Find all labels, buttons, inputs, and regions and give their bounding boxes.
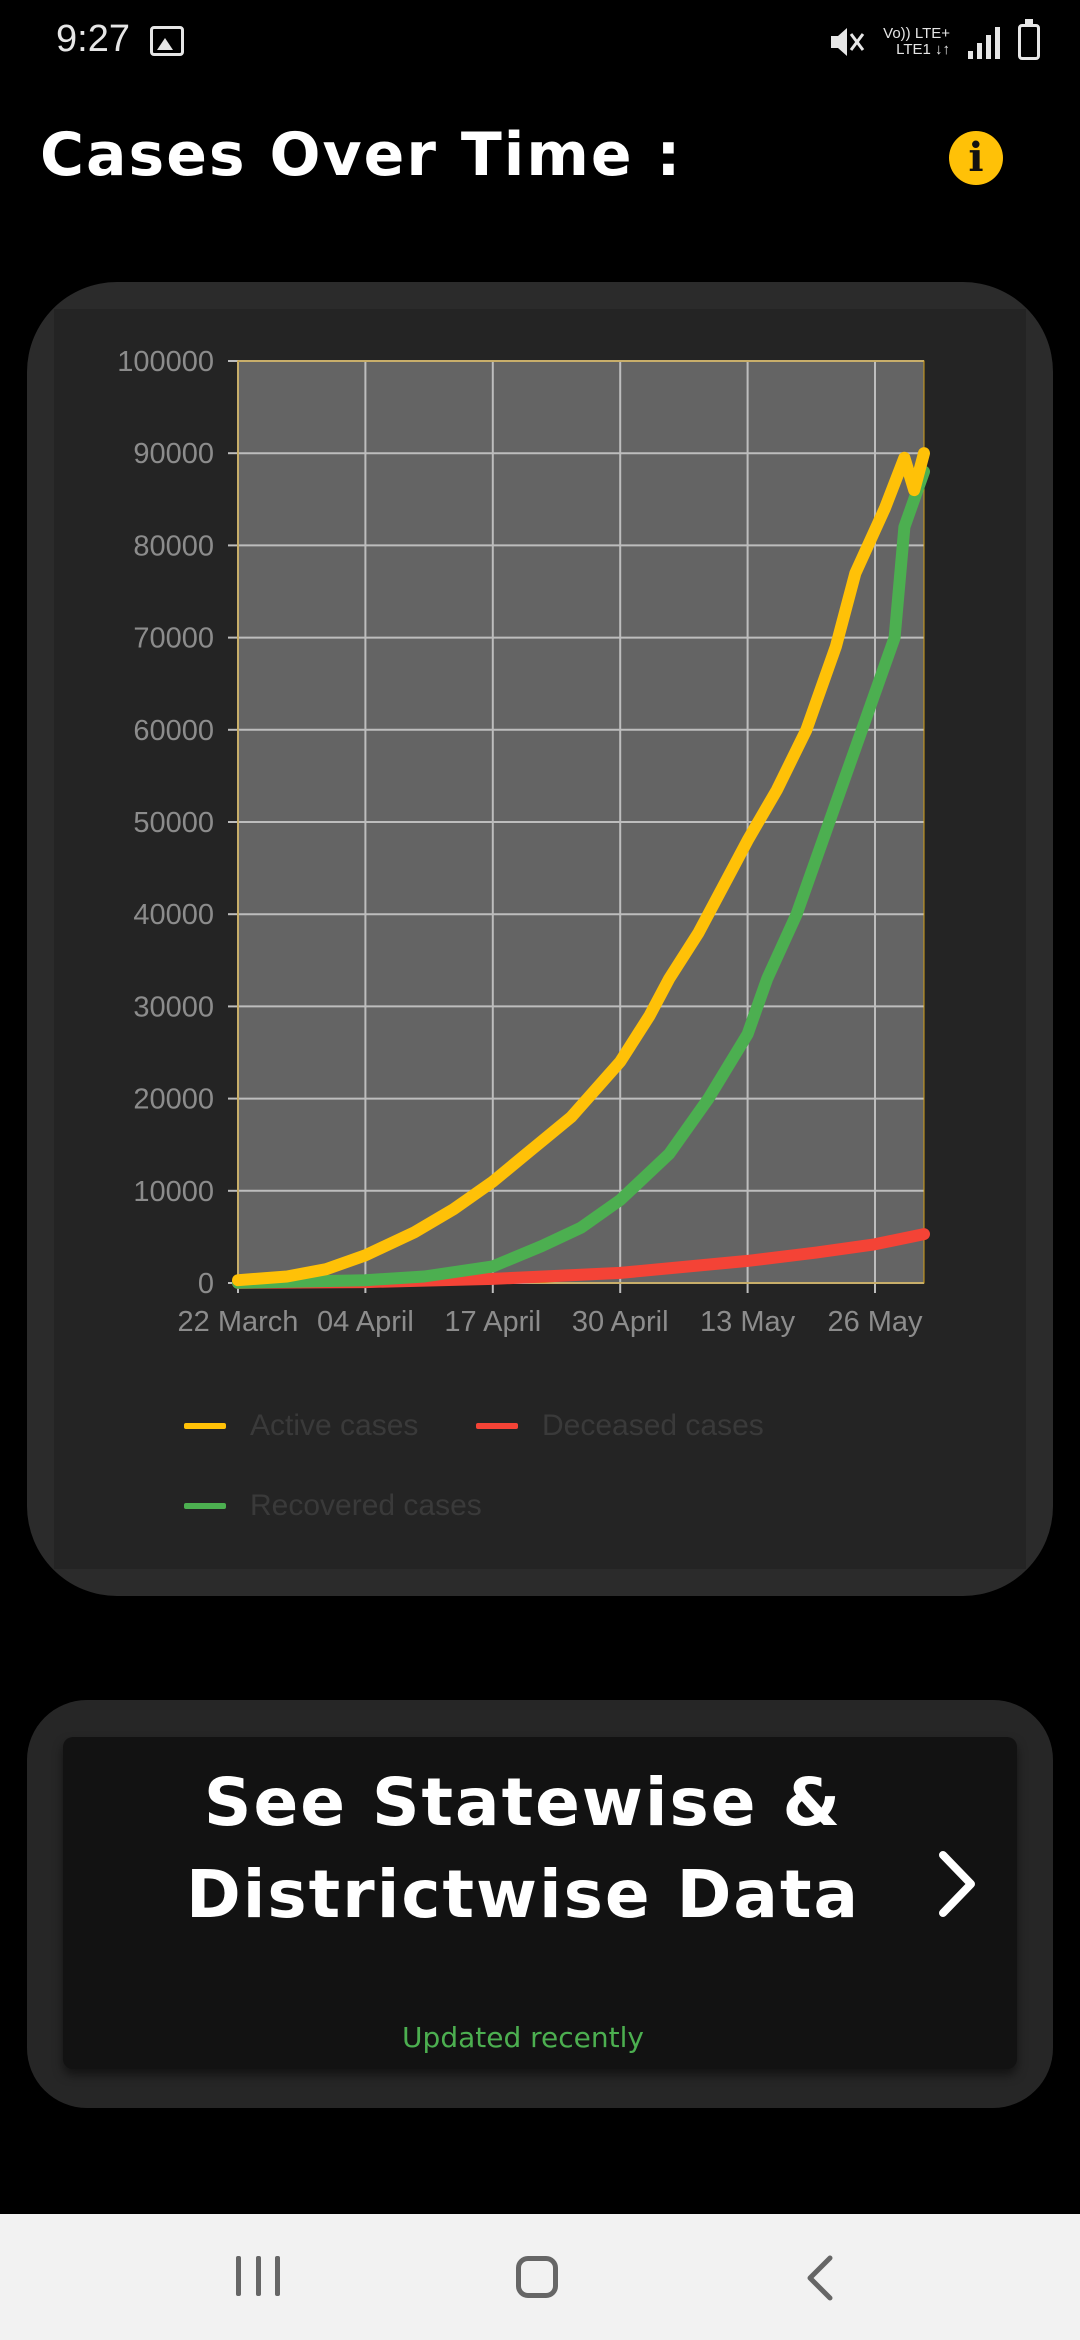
line-chart: 0 10000 20000 30000 40000 50000 60000 70000 8000… [117,346,930,1338]
x-tick-label: 26 May [827,1306,923,1338]
network-indicator: Vo)) LTE+ LTE1 ↓↑ [883,26,950,58]
x-tick-label: 13 May [700,1306,796,1338]
legend-label: Active cases [250,1409,419,1442]
home-icon[interactable] [516,2256,558,2298]
legend-item: Active cases [184,1409,418,1443]
legend-item: Deceased cases [476,1409,764,1443]
y-tick-label: 30000 [133,991,214,1023]
legend-swatch [476,1423,518,1429]
y-tick-label: 80000 [133,530,214,562]
y-tick-label: 0 [198,1268,214,1300]
plot-border [237,360,925,1284]
back-icon[interactable] [800,2254,840,2302]
y-tick-label: 90000 [133,438,214,470]
y-tick-label: 10000 [133,1176,214,1208]
x-tick-label: 30 April [572,1306,669,1338]
recent-apps-icon[interactable] [236,2256,280,2296]
status-bar: 9:27 Vo)) LTE+ LTE1 ↓↑ [0,0,1080,84]
chart-panel: 0 10000 20000 30000 40000 50000 60000 70000 8000… [54,309,1026,1569]
network-line-2: LTE1 ↓↑ [896,41,950,58]
updated-status: Updated recently [402,2021,644,2054]
legend-item: Recovered cases [184,1489,482,1523]
chevron-right-icon [939,1851,975,1917]
legend-swatch [184,1503,226,1509]
statewise-data-button[interactable]: See Statewise & Districtwise Data Update… [63,1737,1017,2069]
y-tick-label: 50000 [133,807,214,839]
series-line-recovered-cases [232,465,930,1289]
status-time: 9:27 [56,18,130,60]
network-line-1: Vo)) LTE+ [883,25,950,42]
y-tick-label: 60000 [133,715,214,747]
info-icon[interactable]: i [949,131,1003,185]
image-icon [150,26,184,56]
status-icons: Vo)) LTE+ LTE1 ↓↑ [827,19,1040,64]
statewise-button-title: See Statewise & Districtwise Data [185,1764,861,1933]
x-tick-label: 17 April [444,1306,541,1338]
y-tick-label: 70000 [133,623,214,655]
y-tick-label: 20000 [133,1084,214,1116]
page-title: Cases Over Time : [40,120,683,190]
battery-charging-icon [1018,19,1040,60]
legend-swatch [184,1423,226,1429]
legend-label: Recovered cases [250,1489,482,1522]
mute-icon [831,28,865,56]
system-nav-bar [0,2214,1080,2340]
legend-label: Deceased cases [542,1409,764,1442]
y-tick-label: 40000 [133,899,214,931]
x-tick-label: 22 March [178,1306,299,1338]
series-line-active-cases [232,447,930,1287]
y-tick-label: 100000 [117,346,214,378]
x-tick-label: 04 April [317,1306,414,1338]
signal-icon [968,25,1000,59]
